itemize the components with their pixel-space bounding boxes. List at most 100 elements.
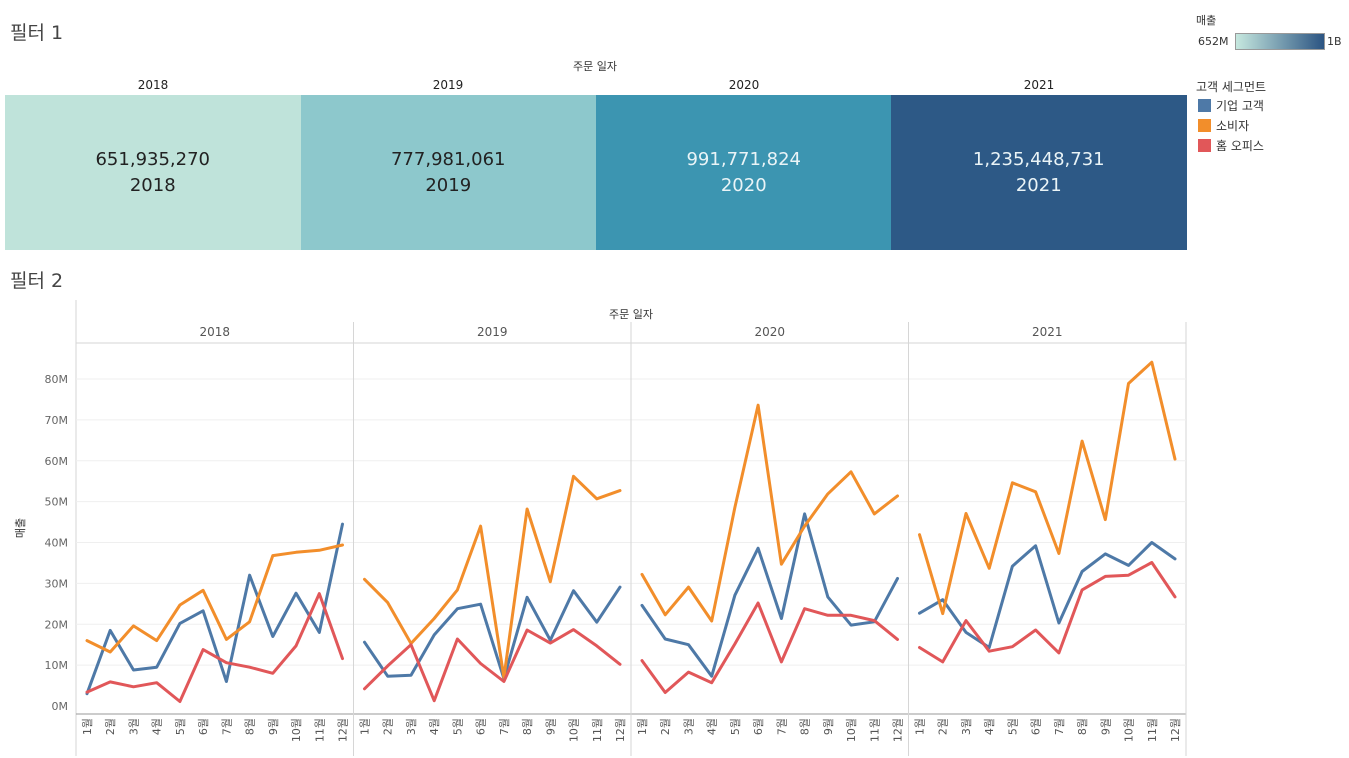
y-tick-label: 20M	[45, 618, 69, 631]
x-tick-label: 3월	[682, 718, 695, 735]
series-line-기업 고객-2019	[363, 585, 622, 681]
x-tick-label: 6월	[197, 718, 210, 735]
legend-swatch	[1198, 99, 1211, 112]
panel-year-label: 2021	[1032, 325, 1063, 339]
series-line-홈 오피스-2021	[918, 561, 1177, 664]
x-tick-label: 1월	[81, 718, 94, 735]
x-tick-label: 3월	[405, 718, 418, 735]
sales-tile-2020[interactable]: 991,771,824 2020	[596, 95, 892, 250]
x-tick-label: 9월	[1099, 718, 1112, 735]
panel-year-label: 2020	[754, 325, 785, 339]
series-line-기업 고객-2020	[640, 512, 899, 678]
x-tick-label: 3월	[960, 718, 973, 735]
x-tick-label: 3월	[127, 718, 140, 735]
x-tick-label: 9월	[822, 718, 835, 735]
tile-value: 651,935,270	[95, 148, 210, 170]
tile-value: 1,235,448,731	[972, 148, 1105, 170]
x-tick-label: 11월	[868, 718, 881, 742]
x-tick-label: 10월	[845, 718, 858, 742]
x-tick-label: 8월	[1076, 718, 1089, 735]
series-line-기업 고객-2021	[918, 541, 1177, 649]
x-tick-label: 5월	[729, 718, 742, 735]
x-tick-label: 6월	[752, 718, 765, 735]
x-tick-label: 7월	[1053, 718, 1066, 735]
series-line-홈 오피스-2020	[640, 601, 899, 694]
x-tick-label: 7월	[498, 718, 511, 735]
series-line-소비자-2018	[85, 543, 344, 654]
panel-year-label: 2019	[477, 325, 508, 339]
filter1-title: 필터 1	[10, 22, 64, 44]
color-legend-gradient[interactable]	[1235, 33, 1325, 50]
legend-item-consumer[interactable]: 소비자	[1198, 117, 1249, 134]
x-tick-label: 10월	[290, 718, 303, 742]
x-tick-label: 4월	[983, 718, 996, 735]
x-tick-label: 10월	[568, 718, 581, 742]
filter1-year-header: 2020	[728, 78, 760, 92]
y-tick-label: 40M	[45, 537, 69, 550]
legend-label: 소비자	[1216, 119, 1250, 133]
legend-swatch	[1198, 139, 1211, 152]
x-tick-label: 2월	[104, 718, 117, 735]
series-line-홈 오피스-2018	[85, 592, 344, 703]
x-tick-label: 9월	[544, 718, 557, 735]
tile-value: 777,981,061	[390, 148, 506, 170]
y-tick-label: 80M	[45, 373, 69, 386]
segment-legend-title: 고객 세그먼트	[1196, 80, 1267, 94]
series-line-홈 오피스-2019	[363, 628, 622, 703]
x-tick-label: 12월	[1169, 718, 1182, 742]
filter1-year-header: 2018	[137, 78, 169, 92]
color-legend-max: 1B	[1327, 35, 1342, 48]
panel-year-label: 2018	[199, 325, 230, 339]
x-tick-label: 8월	[521, 718, 534, 735]
sales-tile-2021[interactable]: 1,235,448,731 2021	[891, 95, 1187, 250]
series-line-소비자-2020	[640, 403, 899, 623]
x-tick-label: 5월	[1006, 718, 1019, 735]
x-tick-label: 4월	[428, 718, 441, 735]
x-tick-label: 6월	[475, 718, 488, 735]
x-tick-label: 2월	[937, 718, 950, 735]
filter2-axis-title: 주문 일자	[609, 308, 653, 321]
legend-item-corporate[interactable]: 기업 고객	[1198, 97, 1264, 114]
x-tick-label: 8월	[244, 718, 257, 735]
x-tick-label: 11월	[591, 718, 604, 742]
filter1-year-header: 2019	[432, 78, 464, 92]
x-tick-label: 4월	[151, 718, 164, 735]
y-tick-label: 70M	[45, 414, 69, 427]
x-tick-label: 4월	[706, 718, 719, 735]
x-tick-label: 10월	[1123, 718, 1136, 742]
y-tick-label: 30M	[45, 577, 69, 590]
x-tick-label: 1월	[914, 718, 927, 735]
x-tick-label: 6월	[1030, 718, 1043, 735]
filter2-title: 필터 2	[10, 270, 64, 292]
y-tick-label: 0M	[52, 700, 69, 713]
y-tick-label: 60M	[45, 455, 69, 468]
legend-label: 홈 오피스	[1216, 139, 1264, 153]
y-tick-label: 10M	[45, 659, 69, 672]
filter1-axis-title: 주문 일자	[573, 60, 617, 73]
legend-item-home-office[interactable]: 홈 오피스	[1198, 137, 1264, 154]
x-tick-label: 12월	[614, 718, 627, 742]
tile-year: 2019	[425, 174, 472, 196]
series-line-기업 고객-2018	[85, 522, 344, 696]
x-tick-label: 2월	[659, 718, 672, 735]
tile-year: 2020	[720, 174, 767, 196]
series-line-소비자-2019	[363, 474, 622, 679]
color-legend-title: 매출	[1196, 14, 1217, 27]
x-tick-label: 5월	[174, 718, 187, 735]
tile-year: 2021	[1015, 174, 1062, 196]
tile-value: 991,771,824	[686, 148, 801, 170]
sales-tile-2019[interactable]: 777,981,061 2019	[300, 95, 596, 250]
x-tick-label: 7월	[220, 718, 233, 735]
series-line-소비자-2021	[918, 360, 1177, 616]
sales-tile-2018[interactable]: 651,935,270 2018	[5, 95, 301, 250]
legend-swatch	[1198, 119, 1211, 132]
x-tick-label: 12월	[892, 718, 905, 742]
x-tick-label: 11월	[313, 718, 326, 742]
x-tick-label: 11월	[1146, 718, 1159, 742]
x-tick-label: 1월	[636, 718, 649, 735]
x-tick-label: 9월	[267, 718, 280, 735]
x-tick-label: 2월	[382, 718, 395, 735]
y-tick-label: 50M	[45, 496, 69, 509]
x-tick-label: 7월	[775, 718, 788, 735]
